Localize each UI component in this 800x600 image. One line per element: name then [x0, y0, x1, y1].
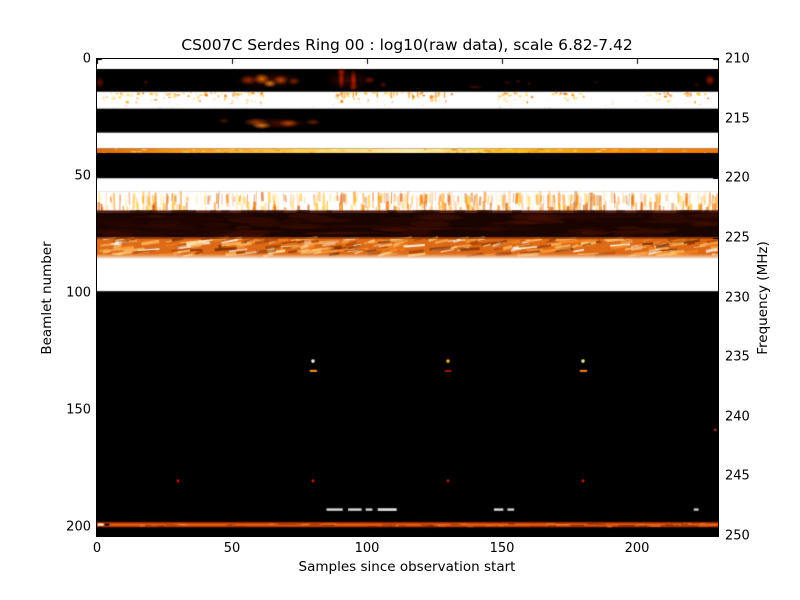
y-right-tick-label: 250	[725, 528, 750, 544]
y-left-tick-label: 50	[74, 168, 91, 184]
y-left-tick-label: 150	[66, 402, 91, 418]
x-tick-label: 50	[223, 541, 241, 556]
y-right-tick-label: 225	[725, 230, 750, 246]
x-axis-label: Samples since observation start	[298, 559, 516, 575]
y-right-tick-label: 235	[725, 349, 750, 365]
y-right-tick-label: 240	[725, 409, 750, 425]
y-right-tick-label: 215	[725, 111, 750, 127]
y-right-tick-label: 230	[725, 290, 750, 305]
plot-frame	[96, 58, 719, 537]
x-tick-label: 0	[92, 541, 102, 556]
y-left-tick-label: 100	[66, 285, 91, 301]
y-left-tick-label: 200	[66, 519, 91, 535]
y-right-tick-label: 220	[725, 170, 750, 186]
y-axis-label-left: Beamlet number	[39, 241, 55, 355]
y-right-tick-label: 210	[725, 51, 750, 67]
x-tick-label: 150	[489, 541, 515, 556]
y-right-tick-label: 245	[725, 468, 750, 484]
y-axis-label-right: Frequency (MHz)	[755, 241, 771, 355]
plot-title: CS007C Serdes Ring 00 : log10(raw data),…	[181, 36, 633, 54]
y-left-tick-label: 0	[82, 51, 91, 67]
heatmap-canvas	[97, 59, 718, 536]
x-tick-label: 200	[624, 541, 650, 556]
x-tick-label: 100	[354, 541, 380, 556]
